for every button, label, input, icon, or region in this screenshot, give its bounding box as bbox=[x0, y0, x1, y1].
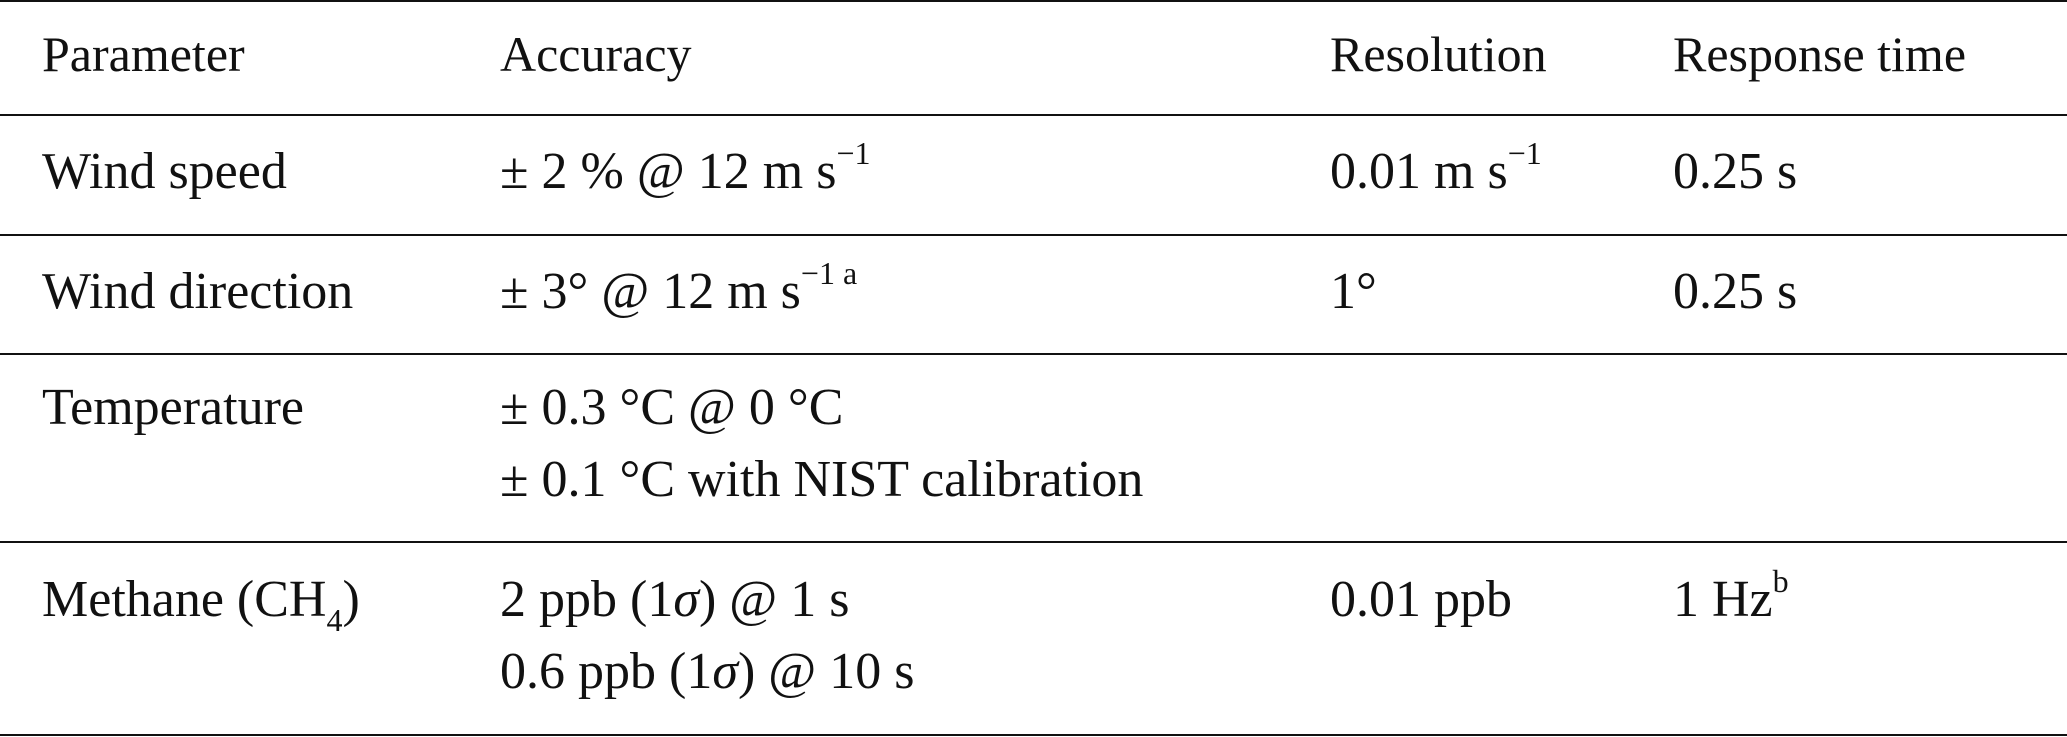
bottom-rule bbox=[0, 734, 2067, 736]
chemical-subscript: 4 bbox=[326, 602, 343, 639]
cell-parameter: Temperature bbox=[42, 379, 304, 436]
cell-accuracy: ± 2 % @ 12 m s−1 bbox=[500, 136, 870, 208]
row-rule bbox=[0, 234, 2067, 236]
cell-accuracy: ± 3° @ 12 m s−1 a bbox=[500, 256, 857, 328]
cell-response-time: 0.25 s bbox=[1673, 263, 1798, 320]
cell-accuracy: ± 0.3 °C @ 0 °C ± 0.1 °C with NIST calib… bbox=[500, 372, 1143, 516]
header-rule bbox=[0, 114, 2067, 116]
row-rule bbox=[0, 541, 2067, 543]
header-response-time: Response time bbox=[1673, 26, 1967, 82]
cell-response-time: 0.25 s bbox=[1673, 143, 1798, 200]
cell-parameter: Wind direction bbox=[42, 263, 354, 320]
accuracy-line: ± 0.3 °C @ 0 °C bbox=[500, 379, 844, 436]
parameter-closing: ) bbox=[342, 571, 360, 628]
cell-response-time: 1 Hzb bbox=[1673, 564, 1789, 636]
cell-resolution: 0.01 ppb bbox=[1330, 571, 1512, 628]
accuracy-line: ± 0.1 °C with NIST calibration bbox=[500, 451, 1144, 508]
top-rule bbox=[0, 0, 2067, 2]
unit-exponent: −1 a bbox=[800, 254, 858, 291]
cell-parameter: Wind speed bbox=[42, 143, 287, 200]
unit-exponent: −1 bbox=[1507, 134, 1542, 171]
header-resolution: Resolution bbox=[1330, 26, 1547, 82]
parameter-name: Methane (CH bbox=[42, 571, 327, 628]
resolution-value: 0.01 m s bbox=[1330, 143, 1508, 200]
footnote-marker: b bbox=[1772, 562, 1789, 599]
accuracy-line: 0.6 ppb (1σ) @ 10 s bbox=[500, 636, 914, 708]
accuracy-suffix: ) @ 1 s bbox=[698, 571, 850, 628]
header-parameter: Parameter bbox=[42, 26, 245, 82]
accuracy-value: ± 2 % @ 12 m s bbox=[500, 143, 837, 200]
cell-resolution: 0.01 m s−1 bbox=[1330, 136, 1542, 208]
accuracy-suffix: ) @ 10 s bbox=[737, 643, 915, 700]
accuracy-value: ± 3° @ 12 m s bbox=[500, 263, 801, 320]
accuracy-prefix: 0.6 ppb (1 bbox=[500, 643, 713, 700]
cell-resolution: 1° bbox=[1330, 263, 1377, 320]
response-value: 1 Hz bbox=[1673, 571, 1773, 628]
header-accuracy: Accuracy bbox=[500, 26, 692, 82]
unit-exponent: −1 bbox=[836, 134, 871, 171]
sigma-symbol: σ bbox=[712, 643, 738, 700]
row-rule bbox=[0, 353, 2067, 355]
sigma-symbol: σ bbox=[673, 571, 699, 628]
accuracy-line: 2 ppb (1σ) @ 1 s bbox=[500, 564, 914, 636]
accuracy-prefix: 2 ppb (1 bbox=[500, 571, 674, 628]
cell-parameter: Methane (CH4) bbox=[42, 564, 360, 636]
cell-accuracy: 2 ppb (1σ) @ 1 s 0.6 ppb (1σ) @ 10 s bbox=[500, 564, 914, 708]
